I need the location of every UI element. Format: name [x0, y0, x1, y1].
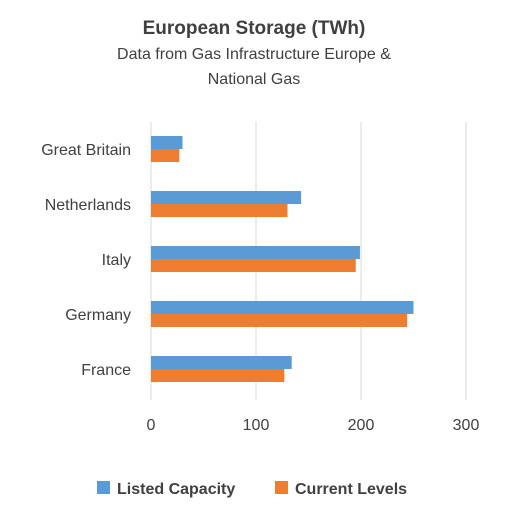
chart-subtitle-line-2: National Gas: [208, 71, 301, 88]
bar-listed-capacity: [151, 356, 292, 369]
bar-listed-capacity: [151, 136, 183, 149]
bar-current-levels: [151, 204, 288, 217]
category-labels: Great Britain Netherlands Italy Germany Fran…: [41, 142, 131, 379]
x-tick-label: 0: [147, 417, 156, 434]
bar-current-levels: [151, 259, 356, 272]
category-label: Italy: [102, 252, 131, 269]
bar-current-levels: [151, 369, 285, 382]
legend-swatch: [97, 481, 110, 494]
bar-listed-capacity: [151, 301, 414, 314]
x-axis-tick-labels: 0 100 200 300: [147, 417, 480, 434]
legend-swatch: [275, 481, 288, 494]
chart-title: European Storage (TWh): [143, 18, 366, 39]
category-label: Great Britain: [41, 142, 131, 159]
category-label: Germany: [65, 307, 131, 324]
category-label: France: [81, 362, 131, 379]
bar-current-levels: [151, 149, 180, 162]
chart-subtitle-line-1: Data from Gas Infrastructure Europe &: [117, 46, 391, 63]
bar-listed-capacity: [151, 246, 360, 259]
bar-listed-capacity: [151, 191, 302, 204]
x-tick-label: 200: [348, 417, 375, 434]
legend: Listed Capacity Current Levels: [97, 481, 407, 498]
legend-label: Listed Capacity: [117, 481, 235, 498]
category-label: Netherlands: [45, 197, 131, 214]
x-tick-label: 100: [243, 417, 270, 434]
bar-current-levels: [151, 314, 408, 327]
legend-label: Current Levels: [295, 481, 407, 498]
x-tick-label: 300: [453, 417, 480, 434]
bars: [151, 136, 414, 382]
